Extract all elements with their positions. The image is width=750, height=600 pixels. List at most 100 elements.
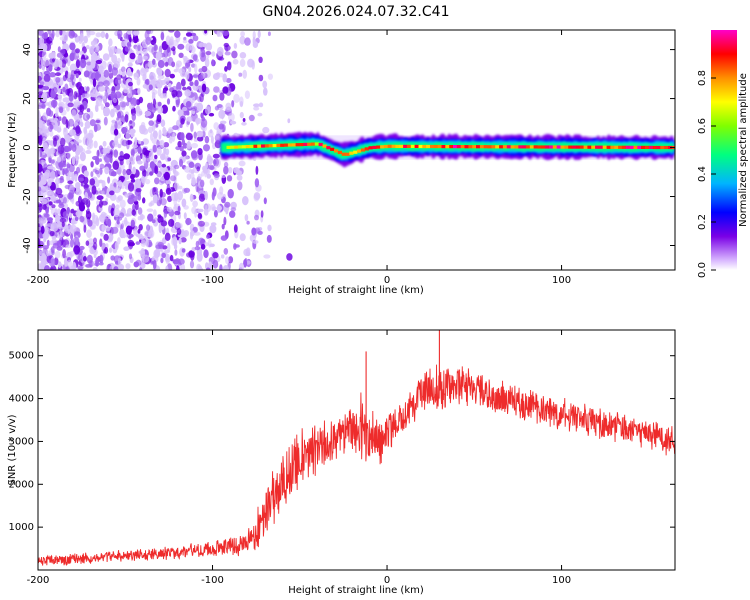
spectrogram-noise-cell: [193, 137, 198, 142]
spectrogram-noise-cell: [112, 160, 120, 170]
spectrogram-y-tick-label: 20: [22, 92, 33, 105]
spectrogram-noise-cell: [128, 33, 132, 41]
spectrogram-noise-cell: [102, 140, 107, 147]
spectrogram-signal-core: [299, 143, 304, 147]
spectrogram-noise-cell: [157, 106, 164, 114]
spectrogram-noise-cell: [195, 117, 202, 125]
spectrogram-noise-cell: [177, 205, 181, 212]
spectrogram-noise-cell: [193, 131, 197, 139]
spectrogram-signal-core: [368, 146, 373, 150]
spectrogram-noise-cell: [86, 145, 91, 150]
spectrogram-noise-cell: [108, 63, 112, 73]
spectrogram-signal-core: [499, 145, 504, 149]
snr-x-tick-label: 0: [384, 575, 390, 586]
spectrogram-noise-cell: [107, 176, 111, 184]
spectrogram-noise-cell: [152, 58, 156, 65]
spectrogram-noise-cell: [63, 127, 67, 133]
spectrogram-noise-cell: [47, 30, 52, 35]
spectrogram-noise-cell: [209, 178, 214, 186]
spectrogram-noise-cell: [70, 224, 77, 232]
spectrogram-noise-cell: [102, 95, 107, 100]
spectrogram-noise-cell: [127, 197, 135, 205]
spectrogram-noise-cell: [123, 153, 131, 160]
spectrogram-noise-cell: [145, 78, 150, 86]
spectrogram-noise-cell: [185, 32, 193, 37]
spectrogram-noise-cell: [233, 42, 238, 49]
spectrogram-signal-core: [360, 148, 366, 152]
spectrogram-noise-cell: [185, 71, 190, 80]
spectrogram-noise-cell: [49, 81, 55, 89]
spectrogram-noise-cell: [137, 87, 141, 95]
spectrogram-noise-cell: [106, 88, 112, 94]
spectrogram-noise-cell: [177, 140, 182, 148]
spectrogram-signal-core: [656, 145, 661, 150]
spectrogram-y-tick-label: -20: [22, 188, 33, 204]
spectrogram-noise-cell: [148, 151, 154, 161]
spectrogram-noise-cell: [232, 59, 239, 65]
spectrogram-noise-cell: [115, 48, 122, 54]
spectrogram-noise-cell: [126, 67, 132, 77]
spectrogram-noise-cell: [99, 163, 105, 169]
spectrogram-noise-cell: [144, 110, 152, 117]
spectrogram-y-tick-label: 0: [22, 144, 33, 150]
spectrogram-signal-core: [318, 142, 323, 147]
spectrogram-noise-cell: [50, 99, 58, 108]
spectrogram-noise-cell: [205, 42, 213, 51]
spectrogram-noise-cell: [86, 61, 92, 66]
spectrogram-noise-cell: [119, 158, 124, 166]
spectrogram-signal-core: [433, 144, 438, 149]
spectrogram-noise-cell: [190, 122, 194, 132]
spectrogram-noise-cell: [286, 253, 293, 261]
spectrogram-noise-cell: [224, 44, 231, 52]
spectrogram-signal-core: [399, 144, 404, 148]
spectrogram-noise-cell: [121, 40, 128, 47]
spectrogram-noise-cell: [192, 35, 199, 42]
spectrogram-noise-cell: [147, 213, 154, 222]
spectrogram-noise-cell: [211, 51, 216, 57]
spectrogram-noise-cell: [133, 195, 138, 202]
spectrogram-noise-cell: [183, 230, 190, 237]
spectrogram-noise-cell: [166, 183, 171, 192]
spectrogram-noise-cell: [161, 163, 167, 168]
spectrogram-noise-cell: [67, 102, 74, 108]
spectrogram-noise-cell: [134, 178, 142, 188]
spectrogram-noise-cell: [149, 102, 153, 111]
spectrogram-noise-cell: [142, 197, 146, 204]
spectrogram-noise-cell: [62, 86, 66, 93]
spectrogram-noise-cell: [45, 187, 52, 197]
spectrogram-noise-cell: [38, 203, 43, 213]
spectrogram-signal-core: [295, 143, 300, 147]
spectrogram-noise-cell: [60, 176, 64, 181]
spectrogram-signal-core: [353, 150, 358, 154]
colorbar-tick-label: 0.0: [697, 262, 708, 278]
spectrogram-noise-cell: [148, 62, 152, 69]
spectrogram-noise-cell: [225, 78, 232, 83]
spectrogram-noise-cell: [83, 224, 87, 233]
spectrogram-signal-core: [264, 144, 270, 148]
spectrogram-noise-cell: [70, 239, 74, 248]
spectrogram-noise-cell: [42, 245, 49, 250]
spectrogram-noise-cell: [213, 159, 217, 167]
spectrogram-noise-cell: [109, 190, 115, 196]
spectrogram-signal-core: [602, 145, 607, 149]
spectrogram-noise-cell: [112, 97, 118, 103]
spectrogram-noise-cell: [223, 248, 229, 255]
spectrogram-noise-cell: [78, 203, 86, 212]
spectrogram-noise-cell: [198, 237, 205, 246]
spectrogram-noise-cell: [102, 53, 110, 61]
spectrogram-noise-cell: [183, 187, 191, 193]
spectrogram-noise-cell: [165, 148, 170, 156]
spectrogram-noise-cell: [161, 252, 166, 259]
spectrogram-noise-cell: [166, 206, 173, 213]
spectrogram-noise-cell: [53, 125, 60, 131]
spectrogram-signal-core: [591, 145, 596, 149]
spectrogram-signal-core: [606, 145, 611, 149]
spectrogram-noise-cell: [181, 150, 187, 157]
spectrogram-noise-cell: [135, 233, 143, 238]
spectrogram-signal-core: [652, 145, 657, 150]
spectrogram-noise-cell: [130, 173, 135, 180]
spectrogram-x-label: Height of straight line (km): [288, 285, 424, 296]
spectrogram-noise-cell: [194, 246, 201, 251]
spectrogram-noise-cell: [59, 230, 63, 241]
spectrogram-noise-cell: [122, 234, 126, 239]
